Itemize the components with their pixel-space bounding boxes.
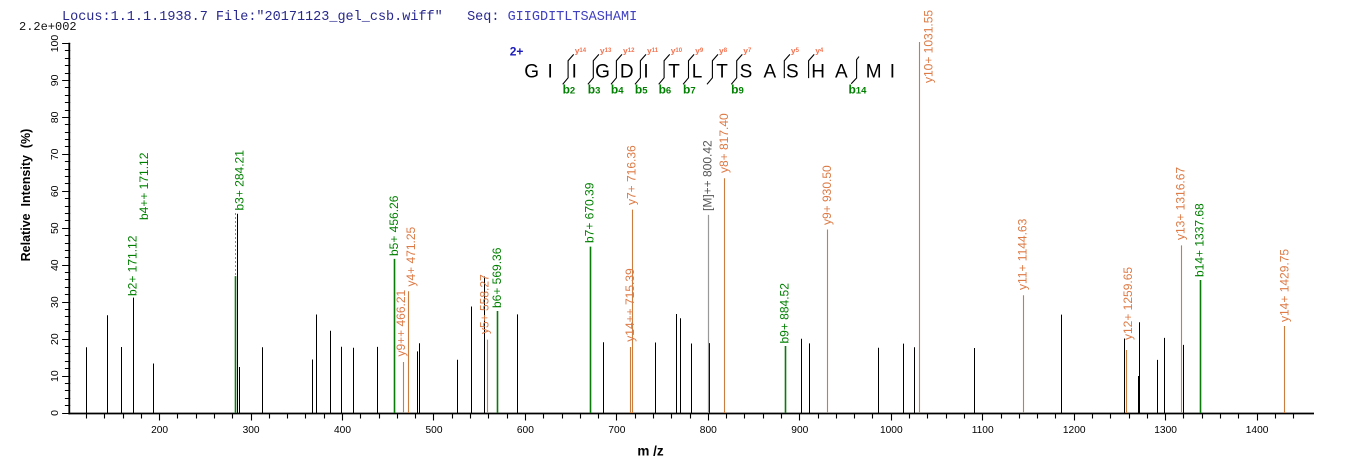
svg-text:G: G	[524, 61, 539, 82]
svg-text:b14: b14	[848, 83, 867, 97]
svg-text:S: S	[786, 61, 799, 82]
svg-text:y10: y10	[671, 45, 683, 55]
svg-text:0: 0	[49, 410, 61, 416]
svg-text:b6: b6	[659, 83, 672, 97]
svg-text:y12: y12	[623, 45, 635, 55]
svg-text:b7+ 670.39: b7+ 670.39	[582, 182, 596, 243]
svg-text:b3: b3	[588, 83, 601, 97]
svg-text:2.2e+002: 2.2e+002	[19, 20, 77, 34]
svg-text:b4: b4	[611, 83, 624, 97]
svg-text:y14++ 715.39: y14++ 715.39	[623, 268, 637, 342]
svg-text:b5+ 456.26: b5+ 456.26	[387, 195, 401, 256]
svg-text:y9+ 930.50: y9+ 930.50	[820, 165, 834, 225]
svg-text:600: 600	[517, 425, 534, 436]
svg-text:1000: 1000	[880, 425, 903, 436]
svg-text:H: H	[811, 61, 825, 82]
svg-text:40: 40	[49, 259, 61, 271]
svg-text:y5: y5	[791, 45, 800, 55]
svg-text:Relative Intensity (%): Relative Intensity (%)	[19, 129, 33, 262]
svg-text:S: S	[740, 61, 753, 82]
svg-text:Locus:1.1.1.1938.7 File:"20171: Locus:1.1.1.1938.7 File:"20171123_gel_cs…	[62, 10, 637, 25]
svg-text:400: 400	[334, 425, 351, 436]
svg-text:y11+ 1144.63: y11+ 1144.63	[1016, 218, 1030, 290]
svg-text:I: I	[643, 61, 648, 82]
svg-text:b6+ 569.36: b6+ 569.36	[490, 247, 504, 308]
svg-text:y13: y13	[600, 45, 612, 55]
svg-text:70: 70	[49, 148, 61, 160]
svg-text:y8+ 817.40: y8+ 817.40	[717, 113, 731, 173]
svg-text:b2+ 171.12: b2+ 171.12	[126, 235, 140, 296]
svg-text:I: I	[547, 61, 552, 82]
svg-text:20: 20	[49, 333, 61, 345]
svg-text:y12+ 1259.65: y12+ 1259.65	[1121, 267, 1135, 340]
svg-text:y4: y4	[815, 45, 824, 55]
svg-text:b3+ 284.21: b3+ 284.21	[233, 150, 247, 211]
svg-text:300: 300	[243, 425, 260, 436]
svg-text:2+: 2+	[510, 44, 524, 58]
svg-text:T: T	[668, 61, 680, 82]
svg-text:M: M	[866, 61, 882, 82]
svg-text:700: 700	[608, 425, 625, 436]
svg-text:T: T	[716, 61, 728, 82]
svg-text:y9++ 466.21: y9++ 466.21	[394, 289, 408, 356]
svg-text:200: 200	[151, 425, 168, 436]
svg-text:b14+ 1337.68: b14+ 1337.68	[1193, 203, 1207, 277]
svg-text:y11: y11	[647, 45, 659, 55]
svg-text:I: I	[572, 61, 577, 82]
svg-text:[M]++ 800.42: [M]++ 800.42	[700, 140, 714, 211]
svg-text:y8: y8	[719, 45, 728, 55]
svg-text:800: 800	[700, 425, 717, 436]
svg-text:y10+ 1031.55: y10+ 1031.55	[922, 10, 936, 83]
svg-text:500: 500	[426, 425, 443, 436]
svg-text:b9+ 884.52: b9+ 884.52	[777, 283, 791, 344]
svg-text:80: 80	[49, 111, 61, 123]
svg-text:G: G	[595, 61, 610, 82]
svg-text:A: A	[764, 61, 777, 82]
svg-text:y13+ 1316.67: y13+ 1316.67	[1173, 167, 1187, 240]
svg-text:b4++ 171.12: b4++ 171.12	[137, 152, 151, 220]
svg-text:m /z: m /z	[637, 444, 664, 459]
svg-text:10: 10	[49, 370, 61, 382]
svg-text:b7: b7	[683, 83, 696, 97]
svg-text:60: 60	[49, 185, 61, 197]
svg-text:30: 30	[49, 296, 61, 308]
svg-text:50: 50	[49, 222, 61, 234]
svg-text:1400: 1400	[1246, 425, 1269, 436]
svg-text:900: 900	[791, 425, 808, 436]
svg-text:y7+ 716.36: y7+ 716.36	[624, 145, 638, 205]
svg-text:b5: b5	[635, 83, 648, 97]
svg-text:y5+ 558.27: y5+ 558.27	[477, 274, 491, 334]
svg-text:y14: y14	[575, 45, 587, 55]
svg-text:y7: y7	[743, 45, 752, 55]
svg-text:y4+ 471.25: y4+ 471.25	[404, 226, 418, 286]
svg-text:L: L	[692, 61, 703, 82]
svg-text:1100: 1100	[972, 425, 994, 436]
svg-text:b9: b9	[731, 83, 744, 97]
svg-text:90: 90	[49, 74, 61, 86]
svg-text:D: D	[620, 61, 634, 82]
svg-text:100: 100	[49, 35, 61, 53]
svg-text:I: I	[890, 61, 895, 82]
svg-text:y9: y9	[695, 45, 704, 55]
svg-text:1200: 1200	[1063, 425, 1086, 436]
svg-text:A: A	[835, 61, 848, 82]
svg-text:1300: 1300	[1154, 425, 1177, 436]
svg-text:b2: b2	[563, 83, 576, 97]
svg-text:y14+ 1429.75: y14+ 1429.75	[1278, 249, 1292, 322]
